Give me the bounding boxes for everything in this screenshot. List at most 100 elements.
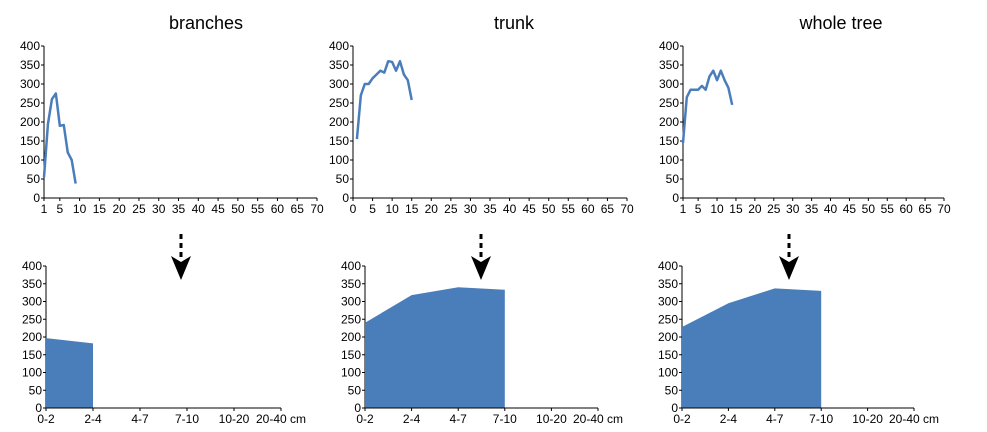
y-tick-label: 150 — [658, 348, 678, 362]
x-tick-label: 5 — [369, 202, 376, 216]
series-line — [681, 69, 734, 144]
y-tick-label: 100 — [20, 153, 40, 167]
y-tick-label: 250 — [659, 96, 679, 110]
y-tick-label: 0 — [671, 401, 678, 415]
x-tick-label: 65 — [918, 202, 932, 216]
y-tick-label: 200 — [22, 330, 42, 344]
chart-title: whole tree — [798, 13, 882, 33]
y-tick-label: 150 — [341, 348, 361, 362]
x-tick-label: 20-40 cm — [573, 412, 623, 426]
y-tick-label: 300 — [658, 295, 678, 309]
y-tick-label: 300 — [659, 77, 679, 91]
x-tick-label: 10-20 — [852, 412, 883, 426]
x-tick-label: 10 — [710, 202, 724, 216]
y-tick-label: 400 — [22, 259, 42, 273]
x-tick-label: 70 — [310, 202, 324, 216]
x-tick-label: 35 — [805, 202, 819, 216]
y-tick-label: 300 — [341, 295, 361, 309]
y-tick-label: 400 — [20, 39, 40, 53]
x-tick-label: 10-20 — [536, 412, 567, 426]
y-tick-label: 0 — [354, 401, 361, 415]
y-tick-label: 300 — [20, 77, 40, 91]
y-tick-label: 100 — [341, 366, 361, 380]
y-tick-label: 350 — [341, 277, 361, 291]
x-tick-label: 45 — [211, 202, 225, 216]
x-tick-label: 50 — [231, 202, 245, 216]
y-tick-label: 150 — [22, 348, 42, 362]
y-tick-label: 250 — [22, 312, 42, 326]
x-tick-label: 0-2 — [37, 412, 55, 426]
y-tick-label: 50 — [336, 172, 350, 186]
x-tick-label: 2-4 — [403, 412, 421, 426]
x-tick-label: 30 — [786, 202, 800, 216]
x-tick-label: 30 — [464, 202, 478, 216]
x-tick-label: 20-40 cm — [889, 412, 939, 426]
chart-title: trunk — [494, 13, 535, 33]
x-tick-label: 4-7 — [766, 412, 784, 426]
y-tick-label: 50 — [27, 172, 41, 186]
y-tick-label: 0 — [672, 191, 679, 205]
x-tick-label: 15 — [729, 202, 743, 216]
y-tick-label: 400 — [329, 39, 349, 53]
y-tick-label: 400 — [341, 259, 361, 273]
x-tick-label: 20-40 cm — [256, 412, 306, 426]
down-arrow-3 — [779, 234, 799, 280]
x-tick-label: 50 — [862, 202, 876, 216]
x-tick-label: 20 — [112, 202, 126, 216]
x-tick-label: 60 — [271, 202, 285, 216]
y-tick-label: 300 — [329, 77, 349, 91]
y-tick-label: 200 — [659, 115, 679, 129]
x-tick-label: 4-7 — [131, 412, 149, 426]
x-tick-label: 2-4 — [84, 412, 102, 426]
arrow-head — [779, 256, 799, 280]
x-tick-label: 1 — [41, 202, 48, 216]
y-tick-label: 250 — [658, 312, 678, 326]
arrow-head — [171, 256, 191, 280]
down-arrow-2 — [471, 234, 491, 280]
x-tick-label: 65 — [291, 202, 305, 216]
x-tick-label: 60 — [899, 202, 913, 216]
x-tick-label: 0 — [350, 202, 357, 216]
y-tick-label: 50 — [29, 383, 43, 397]
y-tick-label: 350 — [20, 58, 40, 72]
series-area — [682, 288, 822, 408]
x-tick-label: 35 — [172, 202, 186, 216]
chart-panel-5: 0 50 100 150 200 250 300 350 400 0-2 2-4 4-7 7-10 10-… — [341, 259, 623, 426]
x-tick-label: 20 — [748, 202, 762, 216]
arrow-head — [471, 256, 491, 280]
x-tick-label: 45 — [843, 202, 857, 216]
x-tick-label: 25 — [767, 202, 781, 216]
y-tick-label: 0 — [33, 191, 40, 205]
x-tick-label: 70 — [937, 202, 951, 216]
x-tick-label: 15 — [93, 202, 107, 216]
chart-panel-6: 0 50 100 150 200 250 300 350 400 0-2 2-4 4-7 7-10 10-… — [658, 259, 939, 426]
x-tick-label: 1 — [680, 202, 687, 216]
x-tick-label: 25 — [132, 202, 146, 216]
x-tick-label: 7-10 — [493, 412, 517, 426]
y-tick-label: 150 — [329, 134, 349, 148]
x-tick-label: 7-10 — [809, 412, 833, 426]
chart-panel-1: branches 0 50 100 150 200 250 300 350 400 1 5 10 15 20… — [20, 13, 324, 216]
x-tick-label: 5 — [56, 202, 63, 216]
x-tick-label: 70 — [620, 202, 634, 216]
x-tick-label: 40 — [824, 202, 838, 216]
y-tick-label: 200 — [20, 115, 40, 129]
x-tick-label: 45 — [522, 202, 536, 216]
y-tick-label: 100 — [22, 366, 42, 380]
y-tick-label: 250 — [341, 312, 361, 326]
y-tick-label: 400 — [658, 259, 678, 273]
y-tick-label: 350 — [658, 277, 678, 291]
x-tick-label: 35 — [483, 202, 497, 216]
x-tick-label: 4-7 — [450, 412, 468, 426]
y-tick-label: 200 — [341, 330, 361, 344]
y-tick-label: 100 — [329, 153, 349, 167]
x-tick-label: 50 — [542, 202, 556, 216]
y-tick-label: 0 — [35, 401, 42, 415]
chart-title: branches — [169, 13, 243, 33]
x-tick-label: 20 — [425, 202, 439, 216]
x-tick-label: 25 — [444, 202, 458, 216]
y-tick-label: 0 — [342, 191, 349, 205]
y-tick-label: 250 — [20, 96, 40, 110]
x-tick-label: 0-2 — [356, 412, 374, 426]
